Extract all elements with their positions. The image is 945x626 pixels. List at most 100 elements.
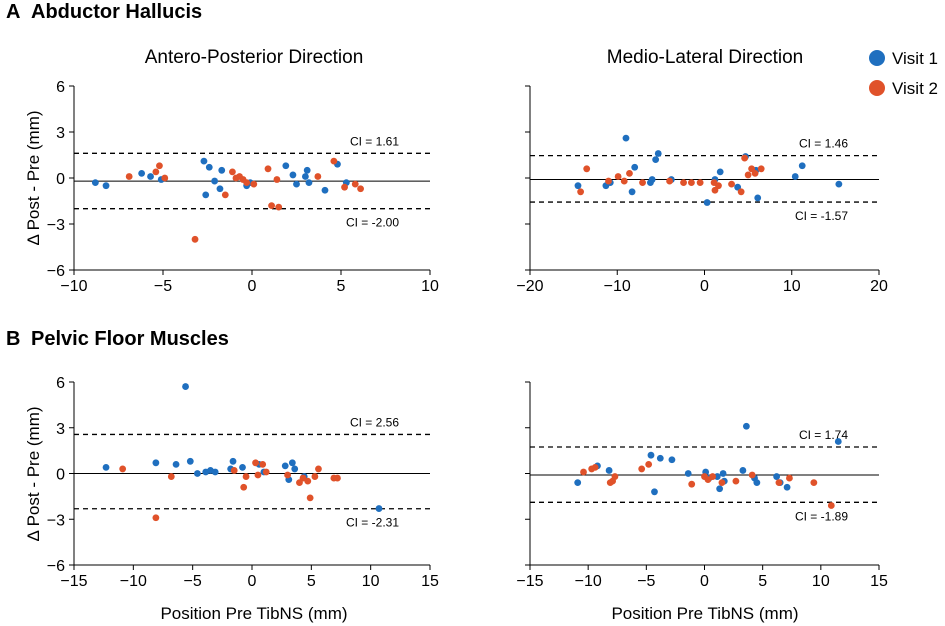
chart-pf_ml-point-visit-2 [688,480,696,488]
chart-ah_ml-x-tick-label: −20 [516,278,543,295]
chart-ah_ml-point-visit-1 [835,180,843,188]
chart-pf_ml-point-visit-2 [775,479,783,487]
chart-ah_ml-point-visit-2 [620,177,628,185]
chart-pf_ap-point-visit-2 [167,473,175,480]
chart-pf_ml-point-visit-1 [684,470,692,477]
chart-pf_ml-point-visit-1 [647,451,655,459]
chart-pf_ml-point-visit-1 [713,473,721,480]
chart-ah_ap-point-visit-1 [91,179,99,187]
chart-ah_ml-point-visit-1 [754,194,762,202]
chart-pf_ap-x-tick-label: 10 [362,573,380,590]
chart-pf_ml-x-tick-label: 10 [812,573,830,590]
chart-pf_ml-point-visit-2 [748,471,756,479]
chart-ah_ml-series-visit-1 [574,134,843,206]
chart-pf_ap-point-visit-1 [229,457,237,465]
chart-ah_ap-point-visit-1 [321,186,329,194]
chart-pf_ap-y-tick-label: 0 [56,467,65,484]
chart-pf_ap-x-tick-label: −10 [120,573,147,590]
chart-ah_ml-point-visit-2 [711,186,719,194]
column-title-ap: Antero-Posterior Direction [145,47,364,68]
chart-pf_ap-y-tick-label: 6 [56,375,65,392]
chart-ah_ml-x-tick-label: −10 [604,278,631,295]
chart-ah_ap-point-visit-1 [289,171,297,179]
chart-ah_ml-ci-upper-label: CI = 1.46 [799,137,848,151]
chart-ah_ml-point-visit-2 [751,170,759,177]
y-axis-label-top: Δ Post - Pre (mm) [24,110,43,245]
chart-ah_ap-ci-upper-label: CI = 1.61 [350,134,399,148]
chart-pf_ap-point-visit-1 [288,459,296,467]
chart-ah_ap-point-visit-2 [156,162,163,170]
chart-ah_ap-x-tick-label: 5 [337,278,346,295]
chart-pf_ap-point-visit-2 [230,467,238,474]
chart-ah_ml-point-visit-2 [748,165,756,173]
chart-pf_ml-point-visit-2 [709,473,717,480]
chart-pf_ap-point-visit-2 [259,460,267,468]
chart-ah_ml-point-visit-2 [666,177,673,185]
chart-pf_ap-point-visit-1 [281,462,289,470]
legend-label-visit-1: Visit 1 [892,49,938,68]
chart-ah_ap-point-visit-2 [191,235,199,243]
chart-ah_ml-point-visit-2 [715,182,722,190]
chart-ah_ml-point-visit-1 [798,162,806,170]
chart-ah_ap-point-visit-2 [125,173,133,180]
chart-ah_ml-point-visit-1 [654,150,662,157]
panel-b-letter: B [6,328,20,350]
chart-pf_ml-point-visit-2 [638,465,646,473]
chart-ah_ml-point-visit-2 [626,170,633,177]
chart-ah_ap-y-tick-label: 6 [56,79,65,96]
chart-ah_ml-point-visit-1 [652,156,660,164]
chart-pf_ap-x-tick-label: −5 [184,573,202,590]
chart-ah_ap-point-visit-2 [161,174,169,182]
plot-pelvic-ap: −6 −3 0 3 6 −15 −10 −5 0 5 10 15 CI = 2.56 CI = -2.31 [47,375,439,590]
chart-ah_ml-point-visit-1 [628,188,636,196]
chart-pf_ap-point-visit-2 [306,494,314,502]
chart-pf_ap-point-visit-2 [152,514,160,522]
chart-ah_ml-point-visit-1 [631,163,639,171]
chart-ah_ap-point-visit-2 [152,168,160,176]
chart-pf_ml-point-visit-1 [651,488,658,496]
chart-pf_ml-point-visit-1 [773,473,781,480]
chart-pf_ml-point-visit-1 [753,479,761,487]
chart-ah_ap-point-visit-1 [147,173,154,180]
panel-a-title: Abductor Hallucis [31,1,202,23]
chart-ah_ap-point-visit-2 [330,157,338,165]
chart-ah_ml-point-visit-2 [757,165,765,173]
chart-ah_ap-point-visit-1 [303,166,311,174]
chart-ah_ap-point-visit-2 [341,183,348,191]
chart-pf_ml-point-visit-1 [668,456,676,464]
chart-ah_ap-x-tick-label: −10 [60,278,87,295]
chart-ah_ap-point-visit-2 [351,180,359,188]
chart-ah_ml-x-tick-label: 20 [870,278,888,295]
chart-ah_ml-point-visit-2 [577,188,585,196]
chart-ah_ap-point-visit-2 [268,202,275,210]
chart-pf_ml-point-visit-1 [656,454,664,462]
chart-pf_ap-point-visit-2 [119,465,127,473]
chart-ah_ml-point-visit-2 [696,179,704,187]
chart-ah_ap-point-visit-1 [205,163,213,171]
chart-ah_ap-x-tick-label: 0 [248,278,257,295]
chart-ah_ml-point-visit-2 [728,180,735,188]
chart-ah_ml-point-visit-2 [614,173,622,180]
chart-pf_ap-series-visit-2 [119,459,341,522]
plot-abductor-ml: −20 −10 0 10 20 CI = 1.46 CI = -1.57 [516,85,888,295]
chart-ah_ap-point-visit-1 [138,170,146,177]
chart-pf_ap-point-visit-1 [211,468,219,476]
chart-ah_ap-ci-lower-label: CI = -2.00 [346,216,399,230]
chart-ah_ml-point-visit-2 [737,188,745,196]
chart-pf_ml-point-visit-2 [718,479,726,487]
chart-ah_ml-point-visit-1 [648,176,656,183]
panel-a-letter: A [6,1,20,23]
chart-pf_ap-ci-lower-label: CI = -2.31 [346,516,399,530]
column-title-ml: Medio-Lateral Direction [607,47,803,68]
chart-ah_ml-ci-lower-label: CI = -1.57 [795,209,848,223]
chart-pf_ml-point-visit-1 [716,485,724,493]
chart-pf_ap-point-visit-1 [239,464,246,471]
chart-ah_ap-x-tick-label: −5 [154,278,172,295]
chart-pf_ap-point-visit-2 [284,471,291,479]
chart-ah_ap-point-visit-2 [264,165,272,173]
chart-ah_ap-point-visit-2 [229,168,236,176]
chart-pf_ml-x-tick-label: −5 [637,573,655,590]
chart-ah_ap-point-visit-1 [293,180,300,188]
chart-pf_ap-x-tick-label: 0 [248,573,257,590]
chart-ah_ap-point-visit-1 [200,157,208,165]
